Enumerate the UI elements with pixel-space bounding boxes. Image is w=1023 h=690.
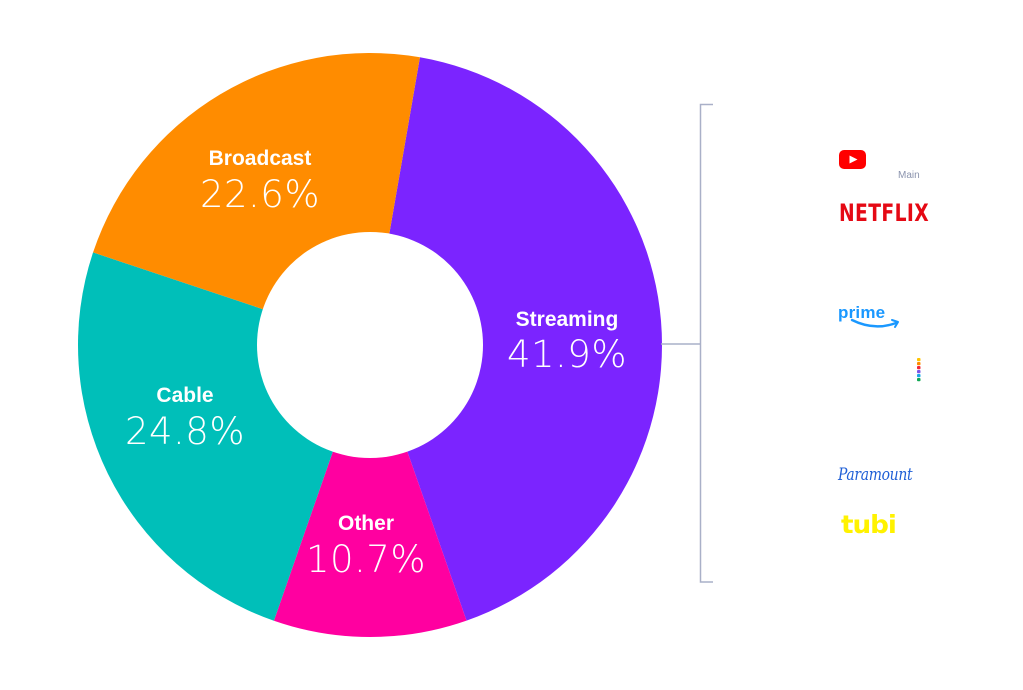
slice-name: Streaming bbox=[516, 308, 619, 331]
main-label: Main bbox=[898, 170, 920, 181]
slice-label-streaming: Streaming 41.9% bbox=[507, 308, 627, 376]
slice-value: 22.6% bbox=[200, 173, 320, 216]
slice-name: Cable bbox=[156, 384, 213, 407]
slice-value: 24.8% bbox=[125, 410, 245, 453]
youtube-logo-icon bbox=[839, 150, 866, 169]
bracket-line bbox=[699, 103, 713, 583]
slice-name: Broadcast bbox=[209, 147, 312, 170]
slice-value: 41.9% bbox=[507, 333, 627, 376]
paramount-logo: Paramount bbox=[838, 465, 913, 485]
slice-label-cable: Cable 24.8% bbox=[125, 384, 245, 453]
slice-name: Other bbox=[338, 512, 394, 535]
streaming-bracket bbox=[661, 103, 713, 583]
donut-hole bbox=[257, 232, 483, 458]
slice-value: 10.7% bbox=[306, 538, 426, 581]
amazon-smile-icon bbox=[850, 318, 899, 328]
prime-logo-text: prime bbox=[838, 303, 886, 322]
slice-other bbox=[273, 345, 467, 637]
slice-label-other: Other 10.7% bbox=[306, 512, 426, 581]
peacock-logo-icon bbox=[917, 358, 921, 382]
slice-streaming bbox=[370, 57, 663, 621]
tubi-logo: tubi bbox=[841, 510, 897, 539]
slice-label-broadcast: Broadcast 22.6% bbox=[200, 147, 320, 216]
netflix-logo: NETFLIX bbox=[839, 199, 930, 227]
prime-video-logo: prime bbox=[838, 304, 904, 332]
